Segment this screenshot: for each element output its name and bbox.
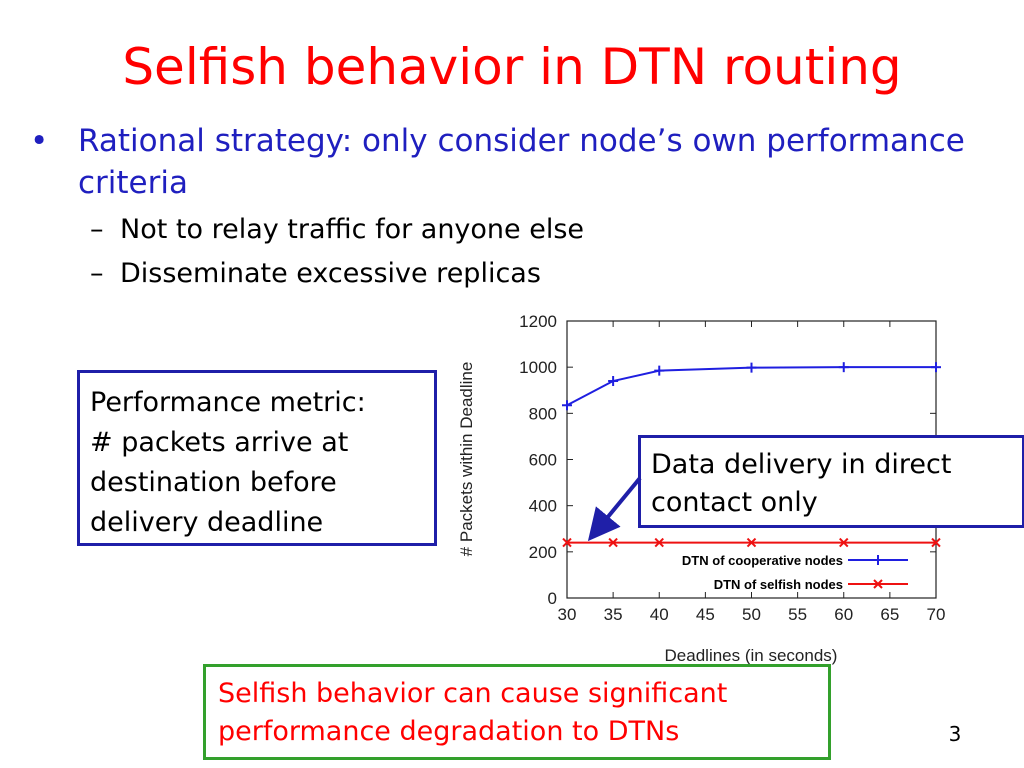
conclusion-box: Selfish behavior can cause significant p…: [203, 664, 831, 760]
page-number: 3: [948, 722, 962, 746]
series-line: [566, 366, 936, 407]
box-line: Selfish behavior can cause significant: [218, 678, 728, 709]
x-tick-label: 35: [604, 605, 623, 624]
box-line: Data delivery in direct: [651, 449, 952, 480]
x-tick-label: 30: [558, 605, 577, 624]
deadline-chart: 30 35 40 45 50 55 60 65 70020040060080010001200 …: [457, 312, 946, 665]
bullet-item: • Rational strategy: only consider node’…: [30, 120, 1010, 204]
slide-title: Selfish behavior in DTN routing: [122, 38, 902, 96]
bullet-list: • Rational strategy: only consider node’…: [30, 120, 1010, 292]
box-line: delivery deadline: [90, 507, 324, 538]
box-line: Performance metric:: [90, 387, 366, 418]
direct-contact-callout: Data delivery in direct contact only: [638, 435, 1024, 528]
y-tick-label: 0: [548, 589, 557, 608]
data-point: [839, 537, 849, 548]
legend-label: DTN of cooperative nodes: [682, 553, 843, 568]
sub-bullet-dash: –: [90, 258, 104, 289]
legend-marker: [873, 579, 883, 589]
data-point: [654, 537, 664, 548]
y-tick-label: 400: [529, 497, 557, 516]
sub-bullet-item: – Not to relay traffic for anyone else: [30, 212, 1010, 248]
box-line: contact only: [651, 487, 818, 518]
y-tick-label: 200: [529, 543, 557, 562]
sub-bullet-text: Disseminate excessive replicas: [120, 258, 541, 289]
x-tick-label: 55: [788, 605, 807, 624]
y-tick-label: 1200: [519, 312, 557, 331]
box-line: # packets arrive at: [90, 427, 349, 458]
y-axis-label: # Packets within Deadline: [457, 362, 476, 557]
x-tick-label: 50: [742, 605, 761, 624]
x-tick-label: 65: [880, 605, 899, 624]
sub-bullet-text: Not to relay traffic for anyone else: [120, 214, 585, 245]
box-line: performance degradation to DTNs: [218, 716, 680, 747]
sub-bullet-dash: –: [90, 214, 104, 245]
legend-label: DTN of selfish nodes: [714, 577, 843, 592]
x-tick-label: 45: [696, 605, 715, 624]
data-point: [746, 537, 757, 548]
box-line: destination before: [90, 467, 337, 498]
performance-metric-box: Performance metric: # packets arrive at …: [77, 370, 437, 546]
x-tick-label: 70: [927, 605, 946, 624]
y-tick-label: 800: [529, 404, 557, 423]
y-tick-label: 600: [529, 451, 557, 470]
x-axis-label: Deadlines (in seconds): [665, 646, 838, 665]
sub-bullet-item: – Disseminate excessive replicas: [30, 256, 1010, 292]
x-tick-label: 60: [834, 605, 853, 624]
bullet-dot: •: [30, 123, 49, 159]
data-point: [562, 537, 572, 548]
y-tick-label: 1000: [519, 358, 557, 377]
x-tick-label: 40: [650, 605, 669, 624]
data-point: [931, 537, 941, 548]
bullet-text: Rational strategy: only consider node’s …: [78, 123, 965, 201]
